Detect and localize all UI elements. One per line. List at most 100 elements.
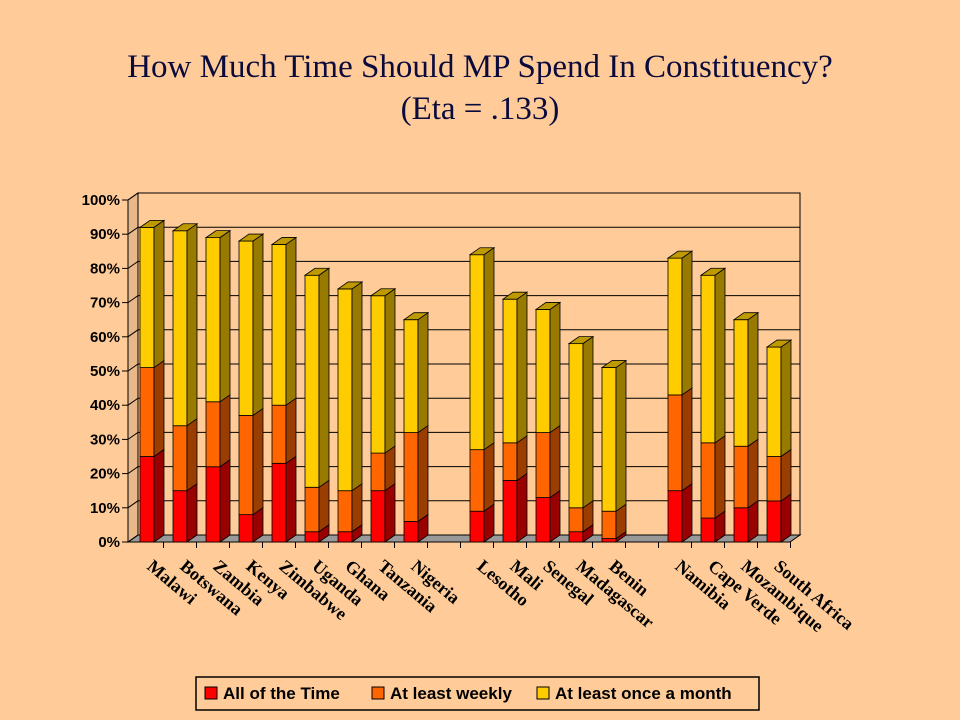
bar-top	[402, 312, 430, 321]
bar-front	[733, 319, 749, 447]
bar-front	[403, 319, 419, 433]
bar-front	[172, 230, 188, 427]
bar-top	[699, 267, 727, 276]
bar-side	[318, 479, 330, 533]
bar-segment	[567, 335, 595, 509]
bar-side	[780, 493, 792, 543]
bar-side	[351, 482, 363, 533]
bar-segment	[501, 291, 529, 444]
bar-front	[667, 394, 683, 492]
bar-side	[351, 281, 363, 492]
bar-segment	[402, 311, 430, 434]
legend-swatch	[371, 686, 385, 700]
bar-segment	[303, 267, 331, 489]
bar-segment	[666, 250, 694, 396]
bar-segment	[700, 510, 726, 543]
bar-top	[732, 312, 760, 321]
bar-top	[765, 339, 793, 348]
gridline	[127, 260, 800, 269]
legend-swatch	[536, 686, 550, 700]
legend-label: At least weekly	[390, 684, 512, 703]
y-tick-label: 60%	[90, 329, 120, 346]
bar-front	[238, 240, 254, 416]
bar-segment	[271, 455, 297, 543]
bar-side	[417, 311, 429, 434]
y-tick-label: 90%	[90, 226, 120, 243]
bar-front	[238, 514, 254, 543]
bar-segment	[336, 281, 364, 492]
bar-front	[766, 346, 782, 457]
bar-front	[766, 456, 782, 502]
bar-front	[139, 367, 155, 457]
bar-segment	[238, 506, 264, 543]
bar-front	[337, 288, 353, 492]
bar-front	[700, 274, 716, 444]
bar-side	[219, 458, 231, 543]
bar-segment	[534, 301, 562, 434]
bar-front	[304, 274, 320, 488]
bar-segment	[270, 236, 298, 406]
bar-front	[337, 490, 353, 533]
bar-side	[252, 233, 264, 417]
bar-segment	[600, 359, 628, 512]
bar-side	[615, 359, 627, 512]
bar-front	[568, 507, 584, 533]
bar-segment	[304, 479, 330, 533]
legend-label: At least once a month	[555, 684, 732, 703]
bar-side	[582, 335, 594, 509]
bar-side	[417, 424, 429, 523]
bar-front	[535, 497, 551, 543]
bar-front	[403, 432, 419, 522]
bar-segment	[171, 223, 199, 427]
bar-side	[483, 441, 495, 512]
bar-segment	[469, 503, 495, 543]
gridline	[127, 329, 800, 338]
bar-side	[153, 359, 165, 458]
bar-side	[747, 311, 759, 448]
bar-side	[747, 438, 759, 509]
bar-top	[666, 250, 694, 259]
bar-front	[469, 510, 485, 543]
bar-top	[204, 230, 232, 239]
bar-side	[219, 394, 231, 468]
bar-segment	[601, 503, 627, 540]
bar-top	[138, 219, 166, 228]
bar-top	[171, 223, 199, 232]
bar-front	[700, 517, 716, 543]
bar-segment	[535, 424, 561, 499]
bar-front	[370, 295, 386, 454]
bar-top	[369, 288, 397, 297]
bar-front	[370, 490, 386, 543]
bar-front	[337, 531, 353, 543]
bar-front	[568, 343, 584, 509]
bar-top	[237, 233, 265, 242]
y-tick-label: 50%	[90, 363, 120, 380]
bar-side	[516, 435, 528, 482]
bar-segment	[139, 359, 165, 458]
bar-segment	[337, 482, 363, 533]
y-tick-label: 10%	[90, 500, 120, 517]
bar-segment	[237, 233, 265, 417]
bar-segment	[238, 407, 264, 516]
bar-side	[549, 424, 561, 499]
bar-segment	[403, 513, 429, 543]
bar-segment	[667, 482, 693, 543]
y-tick-label: 0%	[98, 534, 120, 551]
bar-side	[285, 397, 297, 465]
bar-segment	[139, 448, 165, 543]
bar-front	[733, 507, 749, 543]
gridline	[127, 192, 800, 201]
bar-front	[469, 449, 485, 512]
y-tick-label: 30%	[90, 431, 120, 448]
bar-top	[501, 291, 529, 300]
bar-segment	[369, 287, 397, 454]
bar-side	[285, 236, 297, 406]
bar-front	[535, 432, 551, 498]
bar-segment	[205, 458, 231, 543]
x-axis-labels: MalawiBotswanaZambiaKenyaZimbabweUgandaG…	[143, 556, 858, 636]
bar-segment	[568, 500, 594, 533]
bar-front	[601, 538, 617, 543]
bar-front	[271, 244, 287, 406]
bar-segment	[468, 246, 496, 451]
bar-front	[667, 257, 683, 396]
